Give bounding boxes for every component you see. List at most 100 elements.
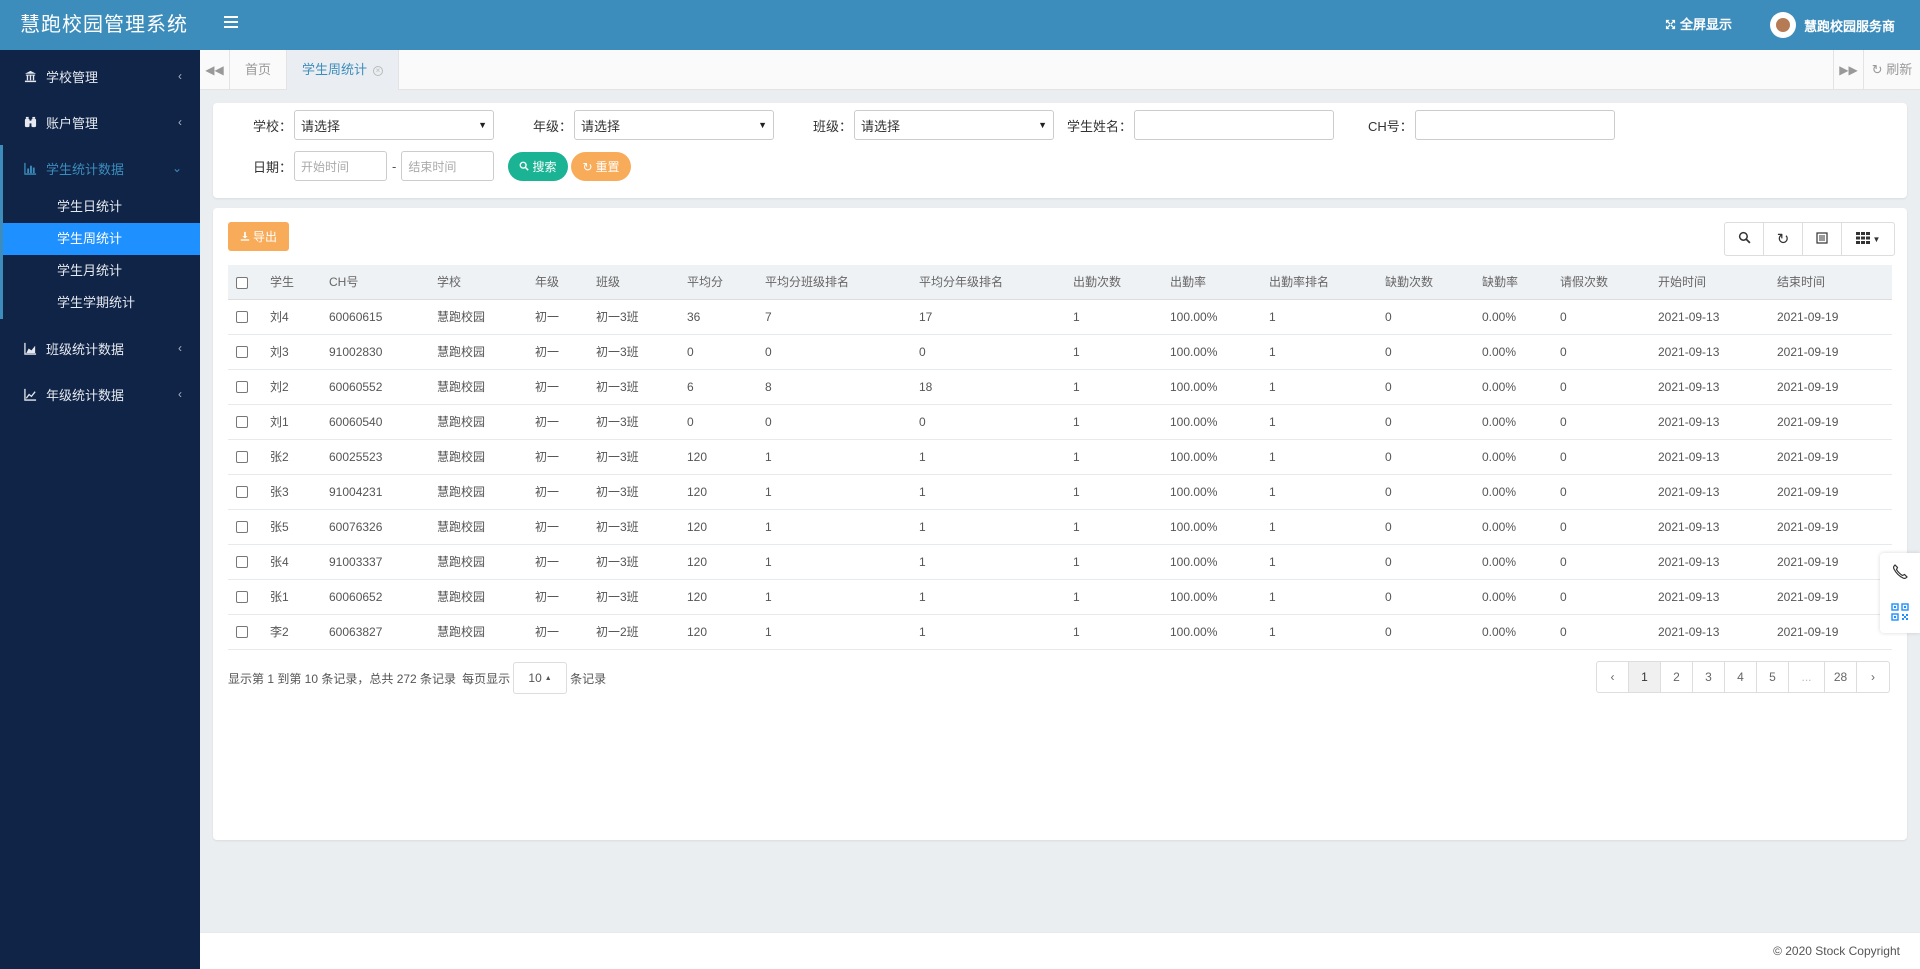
chevron-left-icon: ‹ — [178, 115, 182, 129]
submenu-item-weekly[interactable]: 学生周统计 — [3, 223, 200, 255]
page-button[interactable]: 5 — [1757, 662, 1789, 692]
column-header[interactable]: 结束时间 — [1769, 265, 1892, 300]
page-button[interactable]: 28 — [1825, 662, 1857, 692]
column-header[interactable]: 开始时间 — [1650, 265, 1769, 300]
sidebar-item-student-statistics[interactable]: 学生统计数据 ⌄ — [0, 145, 200, 191]
submenu-item-daily[interactable]: 学生日统计 — [57, 199, 123, 214]
tab-home[interactable]: 首页 — [230, 50, 288, 90]
row-checkbox[interactable] — [236, 381, 248, 394]
student-statistics-submenu: 学生日统计 学生周统计 学生月统计 学生学期统计 — [0, 191, 200, 319]
qrcode-button[interactable] — [1880, 593, 1920, 633]
chevron-down-icon: ▼ — [758, 120, 768, 130]
page-button[interactable]: 2 — [1661, 662, 1693, 692]
table-row[interactable]: 刘4 60060615 慧跑校园 初一 初一3班 36 7 17 1 100.00% 1 0 0.00%… — [228, 299, 1892, 335]
column-header[interactable]: 出勤率排名 — [1261, 265, 1377, 300]
column-header[interactable]: 出勤次数 — [1065, 265, 1162, 300]
grade-select-value: 请选择 — [581, 118, 621, 134]
column-header[interactable]: 班级 — [588, 265, 679, 300]
table-row[interactable]: 刘2 60060552 慧跑校园 初一 初一3班 6 8 18 1 100.00% 1 0 0.00% 0… — [228, 369, 1892, 405]
table-row[interactable]: 刘1 60060540 慧跑校园 初一 初一3班 0 0 0 1 100.00% 1 0 0.00% 0 2… — [228, 404, 1892, 440]
school-select[interactable]: 请选择 ▼ — [294, 110, 495, 140]
select-all-checkbox[interactable] — [236, 276, 248, 289]
table-search-button[interactable] — [1725, 223, 1764, 255]
table-row[interactable]: 张4 91003337 慧跑校园 初一 初一3班 120 1 1 1 100.00% 1 0 0.00%… — [228, 544, 1892, 580]
submenu-item-semester[interactable]: 学生学期统计 — [57, 295, 136, 310]
column-header[interactable]: 出勤率 — [1162, 265, 1261, 300]
chevron-down-icon: ▼ — [478, 120, 488, 130]
ch-number-input[interactable] — [1414, 110, 1615, 140]
submenu-item-monthly[interactable]: 学生月统计 — [57, 263, 123, 278]
table-cell: 0 — [1552, 474, 1650, 510]
table-cell: 0 — [1552, 439, 1650, 475]
refresh-tab-button[interactable]: ↻ 刷新 — [1863, 50, 1920, 90]
columns-dropdown-button[interactable]: ▼ — [1842, 223, 1894, 255]
student-name-input[interactable] — [1134, 110, 1335, 140]
tab-student-weekly[interactable]: 学生周统计 × — [287, 50, 400, 90]
close-icon[interactable]: × — [373, 66, 384, 76]
reset-button[interactable]: ↻ 重置 — [571, 152, 631, 181]
row-checkbox[interactable] — [236, 451, 248, 464]
menu-toggle-icon[interactable] — [224, 16, 242, 34]
row-checkbox[interactable] — [236, 346, 248, 359]
table-row[interactable]: 张3 91004231 慧跑校园 初一 初一3班 120 1 1 1 100.00% 1 0 0.00%… — [228, 474, 1892, 510]
school-select-value: 请选择 — [301, 118, 341, 134]
search-button[interactable]: 搜索 — [508, 152, 568, 181]
column-header[interactable]: 学校 — [429, 265, 527, 300]
column-header[interactable]: 平均分班级排名 — [757, 265, 911, 300]
page-size-dropdown[interactable]: 10 ▲ — [513, 662, 568, 694]
table-cell: 1 — [1261, 334, 1377, 370]
row-checkbox[interactable] — [236, 416, 248, 429]
grade-select[interactable]: 请选择 ▼ — [574, 110, 775, 140]
sidebar-item-account-management[interactable]: 账户管理 ‹ — [0, 99, 200, 145]
footer: © 2020 Stock Copyright — [200, 932, 1920, 969]
table-cell: 2021-09-19 — [1769, 369, 1892, 405]
column-header[interactable]: 平均分年级排名 — [911, 265, 1065, 300]
row-checkbox[interactable] — [236, 521, 248, 534]
sidebar-item-school-management[interactable]: 学校管理 ‹ — [0, 53, 200, 99]
fullscreen-button[interactable]: 全屏显示 — [1665, 0, 1732, 50]
table-cell: 1 — [1065, 439, 1162, 475]
table-cell: 初一 — [527, 579, 588, 615]
table-cell: 初一2班 — [588, 614, 679, 650]
column-header[interactable]: 学生 — [262, 265, 321, 300]
phone-button[interactable] — [1880, 553, 1920, 593]
next-page-button[interactable]: › — [1871, 670, 1875, 684]
line-chart-icon — [24, 388, 42, 401]
row-checkbox[interactable] — [236, 626, 248, 639]
table-refresh-button[interactable]: ↻ — [1764, 223, 1803, 255]
export-button[interactable]: 导出 — [228, 222, 289, 251]
tabs-scroll-left-button[interactable]: ◀◀ — [200, 50, 230, 90]
table-cell: 0 — [1377, 509, 1474, 545]
class-select[interactable]: 请选择 ▼ — [854, 110, 1055, 140]
user-menu[interactable]: 慧跑校园服务商 — [1770, 0, 1895, 50]
row-checkbox[interactable] — [236, 556, 248, 569]
row-select-cell — [228, 439, 262, 475]
toggle-view-button[interactable] — [1803, 223, 1842, 255]
prev-page-button[interactable]: ‹ — [1597, 662, 1629, 692]
column-header[interactable]: 平均分 — [679, 265, 757, 300]
end-date-input[interactable]: 结束时间 — [401, 151, 495, 181]
page-tabs-bar: ◀◀ 首页 学生周统计 × ▶▶ ↻ 刷新 — [200, 50, 1920, 90]
sidebar-item-class-statistics[interactable]: 班级统计数据 ‹ — [0, 325, 200, 371]
column-header[interactable]: 请假次数 — [1552, 265, 1650, 300]
start-date-input[interactable]: 开始时间 — [294, 151, 388, 181]
table-row[interactable]: 张1 60060652 慧跑校园 初一 初一3班 120 1 1 1 100.00% 1 0 0.00%… — [228, 579, 1892, 615]
page-button[interactable]: 3 — [1693, 662, 1725, 692]
column-header[interactable]: CH号 — [321, 265, 429, 300]
page-button[interactable]: 4 — [1725, 662, 1757, 692]
row-checkbox[interactable] — [236, 311, 248, 324]
table-row[interactable]: 张2 60025523 慧跑校园 初一 初一3班 120 1 1 1 100.00% 1 0 0.00%… — [228, 439, 1892, 475]
table-cell: 2021-09-13 — [1650, 299, 1769, 335]
sidebar-item-grade-statistics[interactable]: 年级统计数据 ‹ — [0, 371, 200, 417]
column-header[interactable]: 缺勤次数 — [1377, 265, 1474, 300]
table-row[interactable]: 刘3 91002830 慧跑校园 初一 初一3班 0 0 0 1 100.00% 1 0 0.00% 0 2… — [228, 334, 1892, 370]
table-row[interactable]: 李2 60063827 慧跑校园 初一 初一2班 120 1 1 1 100.00% 1 0 0.00%… — [228, 614, 1892, 650]
table-row[interactable]: 张5 60076326 慧跑校园 初一 初一3班 120 1 1 1 100.00% 1 0 0.00%… — [228, 509, 1892, 545]
chevron-down-icon: ▼ — [1038, 120, 1048, 130]
column-header[interactable]: 年级 — [527, 265, 588, 300]
row-checkbox[interactable] — [236, 591, 248, 604]
tabs-scroll-right-button[interactable]: ▶▶ — [1833, 50, 1863, 90]
row-checkbox[interactable] — [236, 486, 248, 499]
page-button[interactable]: 1 — [1629, 662, 1661, 692]
column-header[interactable]: 缺勤率 — [1474, 265, 1552, 300]
